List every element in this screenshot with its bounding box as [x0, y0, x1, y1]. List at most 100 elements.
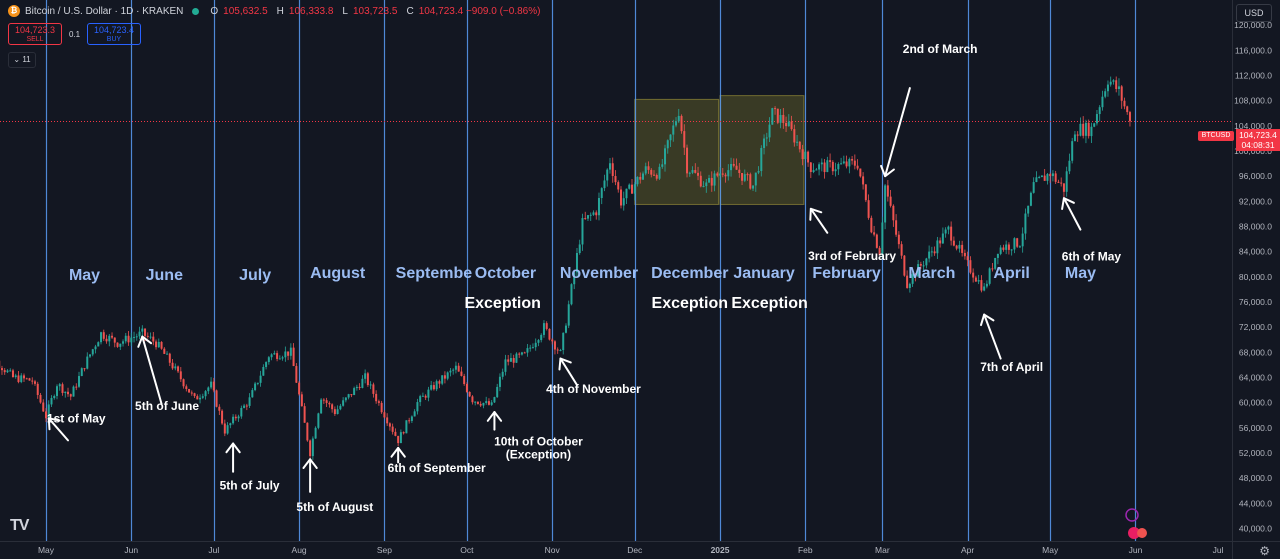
- x-tick-label: Mar: [875, 545, 890, 555]
- month-label: May: [1065, 265, 1096, 282]
- indicators-toggle-button[interactable]: ⌄ 11: [8, 52, 36, 68]
- y-tick-label: 44,000.0: [1239, 498, 1272, 508]
- candle-body: [421, 395, 424, 397]
- candle-body: [391, 426, 394, 432]
- candle-body: [465, 384, 468, 392]
- candle-body: [1093, 123, 1096, 127]
- y-tick-label: 120,000.0: [1234, 20, 1272, 30]
- candle-body: [919, 264, 922, 266]
- candle-body: [573, 272, 576, 285]
- candle-body: [790, 121, 793, 130]
- candle-body: [155, 341, 158, 348]
- candle-body: [303, 406, 306, 423]
- candle-body: [611, 163, 614, 177]
- candle-body: [595, 212, 598, 216]
- candle-body: [185, 386, 188, 390]
- candle-body: [207, 387, 210, 392]
- candle-body: [699, 175, 702, 187]
- annotation-text: 5th of June: [135, 399, 199, 413]
- candle-body: [482, 402, 485, 406]
- candle-body: [551, 339, 554, 342]
- candle-body: [69, 394, 72, 397]
- y-tick-label: 52,000.0: [1239, 448, 1272, 458]
- candle-body: [1013, 238, 1016, 250]
- candle-body: [298, 382, 301, 395]
- candle-body: [735, 165, 738, 170]
- candle-body: [498, 376, 501, 387]
- candle-body: [606, 169, 609, 181]
- annotation-arrow-head: [225, 442, 241, 454]
- candle-body: [1117, 86, 1120, 90]
- month-label: June: [146, 267, 183, 284]
- candle-body: [873, 232, 876, 235]
- candle-body: [900, 244, 903, 256]
- candle-body: [487, 401, 490, 405]
- candle-body: [1087, 122, 1090, 137]
- candle-body: [75, 386, 78, 388]
- candle-body: [1043, 175, 1046, 181]
- gear-icon[interactable]: ⚙: [1259, 544, 1270, 558]
- candle-body: [287, 351, 290, 356]
- candle-body: [512, 358, 515, 363]
- candle-body: [199, 397, 202, 400]
- candle-body: [215, 390, 218, 407]
- annotation-text: 6th of September: [388, 461, 486, 475]
- candle-body: [1032, 182, 1035, 193]
- candle-body: [116, 342, 119, 347]
- candle-body: [130, 337, 133, 343]
- candle-body: [204, 391, 207, 397]
- candle-body: [592, 212, 595, 215]
- sell-button[interactable]: 104,723.3 SELL: [8, 23, 62, 45]
- candle-body: [664, 148, 667, 165]
- symbol-title[interactable]: Bitcoin / U.S. Dollar · 1D · KRAKEN: [25, 5, 184, 17]
- open-value: 105,632.5: [223, 5, 268, 17]
- buy-button[interactable]: 104,723.4 BUY: [87, 23, 141, 45]
- currency-selector[interactable]: USD: [1236, 4, 1272, 22]
- candle-body: [361, 378, 364, 388]
- annotation-arrow-head: [809, 207, 823, 221]
- candle-body: [578, 244, 581, 253]
- candle-body: [1128, 112, 1131, 122]
- candle-body: [267, 357, 270, 363]
- tradingview-logo-icon[interactable]: TV: [10, 517, 29, 534]
- candle-body: [122, 341, 125, 344]
- candle-body: [974, 277, 977, 282]
- candle-body: [661, 164, 664, 167]
- candle-body: [369, 384, 372, 386]
- candle-body: [548, 328, 551, 340]
- candle-body: [471, 396, 474, 403]
- candle-body: [545, 323, 548, 329]
- candle-body: [697, 172, 700, 176]
- candle-body: [347, 394, 350, 398]
- candle-body: [1010, 249, 1013, 251]
- candle-body: [292, 347, 295, 367]
- candle-body: [818, 164, 821, 170]
- candle-body: [837, 164, 840, 170]
- candle-body: [179, 371, 182, 380]
- candle-body: [851, 158, 854, 161]
- flag-badge-icon: [1128, 527, 1140, 539]
- candle-body: [922, 265, 925, 267]
- candle-body: [1029, 192, 1032, 206]
- candle-body: [1007, 244, 1010, 250]
- candle-body: [443, 375, 446, 379]
- candle-body: [619, 189, 622, 206]
- candle-body: [446, 372, 449, 379]
- candle-body: [584, 218, 587, 220]
- candle-body: [166, 353, 169, 355]
- candle-body: [1002, 247, 1005, 250]
- candle-body: [1040, 175, 1043, 177]
- y-tick-label: 116,000.0: [1235, 45, 1272, 55]
- candle-body: [991, 268, 994, 270]
- candle-body: [559, 350, 562, 352]
- y-tick-label: 84,000.0: [1239, 247, 1272, 257]
- annotation-arrow-head: [558, 357, 572, 371]
- candle-body: [39, 394, 42, 403]
- candle-body: [259, 375, 262, 383]
- candle-body: [570, 284, 573, 305]
- candle-body: [234, 416, 237, 419]
- candle-body: [1021, 233, 1024, 247]
- candle-body: [796, 141, 799, 143]
- candle-body: [798, 141, 801, 150]
